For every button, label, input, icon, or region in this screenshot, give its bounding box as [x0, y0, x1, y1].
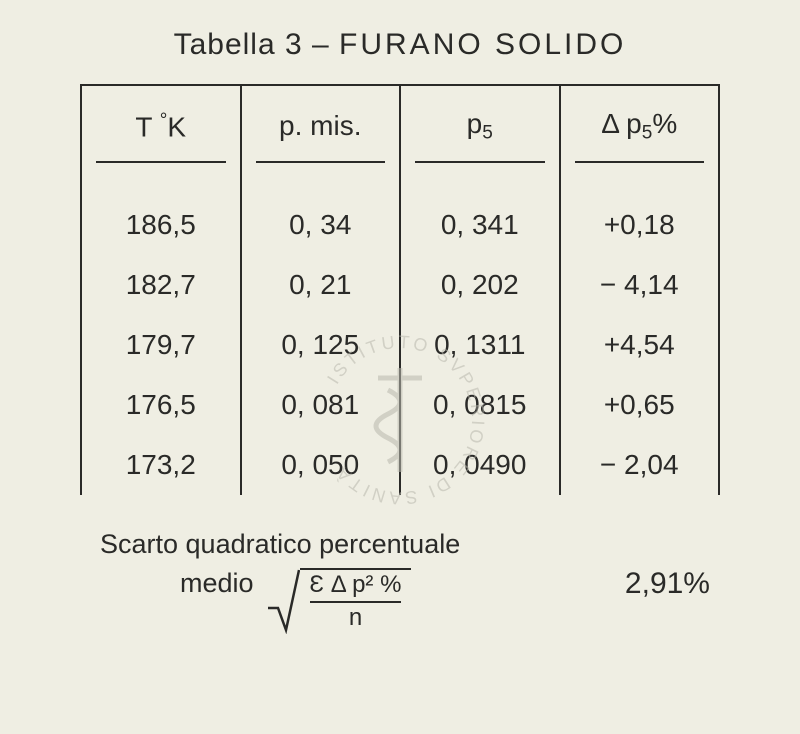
cell-pmis: 0, 050 — [241, 435, 401, 495]
col4-delta: Δ — [601, 108, 626, 139]
cell-p5: 0, 0815 — [400, 375, 560, 435]
cell-pmis: 0, 34 — [241, 195, 401, 255]
cell-p5: 0, 0490 — [400, 435, 560, 495]
cell-p5: 0, 1311 — [400, 315, 560, 375]
data-table: T °K p. mis. p5 Δ p5% — [80, 84, 720, 495]
radicand: Ɛ Δ p² % n — [300, 568, 412, 634]
col-header-dp5: Δ p5% — [560, 85, 720, 163]
table-row: 179,70, 1250, 1311+4,54 — [81, 315, 719, 375]
footer-block: Scarto quadratico percentuale medio Ɛ Δ … — [60, 529, 740, 634]
table-row: 182,70, 210, 202− 4,14 — [81, 255, 719, 315]
col4-sub: 5 — [642, 123, 653, 144]
table-spacer-row — [81, 163, 719, 195]
footer-result: 2,91% — [625, 567, 710, 601]
radicand-denominator: n — [349, 603, 362, 631]
sqrt-symbol: Ɛ Δ p² % n — [266, 568, 412, 634]
cell-dp5: − 2,04 — [560, 435, 720, 495]
cell-dp5: +0,65 — [560, 375, 720, 435]
cell-pmis: 0, 21 — [241, 255, 401, 315]
cell-t: 186,5 — [81, 195, 241, 255]
cell-p5: 0, 341 — [400, 195, 560, 255]
cell-t: 182,7 — [81, 255, 241, 315]
title-prefix: Tabella 3 – — [174, 28, 339, 61]
cell-t: 176,5 — [81, 375, 241, 435]
radicand-numerator: Ɛ Δ p² % — [310, 572, 402, 600]
col3-main: p — [467, 108, 483, 139]
title-main: FURANO SOLIDO — [339, 28, 626, 61]
table-container: T °K p. mis. p5 Δ p5% — [80, 84, 720, 495]
cell-p5: 0, 202 — [400, 255, 560, 315]
cell-pmis: 0, 125 — [241, 315, 401, 375]
table-row: 186,50, 340, 341+0,18 — [81, 195, 719, 255]
footer-label-line1: Scarto quadratico percentuale — [100, 529, 740, 560]
cell-dp5: +4,54 — [560, 315, 720, 375]
table-title: Tabella 3 – FURANO SOLIDO — [60, 28, 740, 62]
cell-dp5: − 4,14 — [560, 255, 720, 315]
col1-pre: T — [135, 111, 159, 142]
table-body: 186,50, 340, 341+0,18182,70, 210, 202− 4… — [81, 163, 719, 495]
table-row: 173,20, 0500, 0490− 2,04 — [81, 435, 719, 495]
cell-dp5: +0,18 — [560, 195, 720, 255]
cell-t: 173,2 — [81, 435, 241, 495]
col4-main: p — [626, 108, 642, 139]
col4-pct: % — [652, 108, 677, 139]
table-header-row: T °K p. mis. p5 Δ p5% — [81, 85, 719, 163]
col-header-p5: p5 — [400, 85, 560, 163]
col2-label: p. mis. — [279, 110, 361, 141]
col1-unit: K — [167, 111, 186, 142]
footer-label-line2: medio — [180, 568, 254, 599]
col-header-temperature: T °K — [81, 85, 241, 163]
col3-sub: 5 — [482, 123, 493, 144]
cell-pmis: 0, 081 — [241, 375, 401, 435]
col-header-pmis: p. mis. — [241, 85, 401, 163]
table-row: 176,50, 0810, 0815+0,65 — [81, 375, 719, 435]
cell-t: 179,7 — [81, 315, 241, 375]
